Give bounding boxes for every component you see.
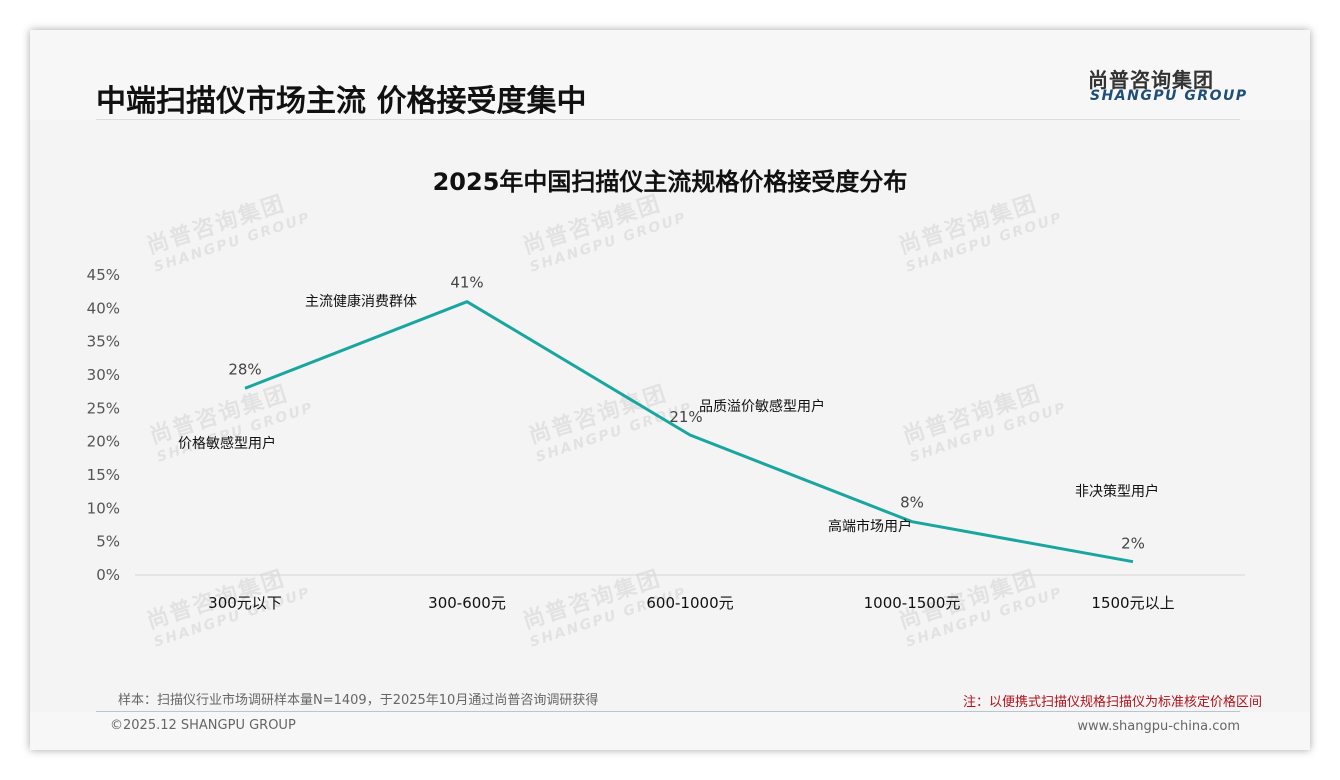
- header: [30, 30, 1310, 120]
- y-tick-label: 45%: [87, 266, 120, 284]
- logo-text-en: SHANGPU GROUP: [1090, 88, 1248, 104]
- segment-annotation: 非决策型用户: [1075, 483, 1159, 500]
- x-tick-label: 300元以下: [208, 594, 282, 612]
- y-tick-label: 10%: [87, 499, 120, 517]
- y-tick-label: 15%: [87, 466, 120, 484]
- data-label: 8%: [900, 494, 924, 512]
- y-tick-label: 30%: [87, 366, 120, 384]
- x-tick-label: 600-1000元: [646, 594, 733, 612]
- series-line: [244, 300, 1134, 564]
- copyright: ©2025.12 SHANGPU GROUP: [110, 718, 296, 733]
- segment-annotation: 主流健康消费群体: [305, 293, 417, 310]
- price-note: 注：以便携式扫描仪规格扫描仪为标准核定价格区间: [962, 695, 1262, 710]
- website-url: www.shangpu-china.com: [1077, 719, 1240, 734]
- y-tick-label: 5%: [96, 533, 120, 551]
- data-label: 21%: [669, 408, 702, 426]
- y-tick-label: 20%: [87, 433, 120, 451]
- data-label: 28%: [228, 360, 261, 378]
- footer-divider: [96, 711, 1240, 712]
- chart-title: 2025年中国扫描仪主流规格价格接受度分布: [432, 168, 908, 196]
- segment-annotation: 品质溢价敏感型用户: [699, 398, 825, 415]
- data-label: 41%: [450, 274, 483, 292]
- line-chart: 0% 5% 10% 15% 20% 25% 30% 35% 40% 45% 300元以下 300-60…: [87, 266, 1245, 612]
- sample-note: 样本：扫描仪行业市场调研样本量N=1409，于2025年10月通过尚普咨询调研获…: [118, 693, 599, 708]
- y-tick-label: 35%: [87, 333, 120, 351]
- page-title: 中端扫描仪市场主流 价格接受度集中: [96, 84, 587, 119]
- footer: [30, 712, 1310, 750]
- y-tick-label: 25%: [87, 399, 120, 417]
- header-divider: [96, 119, 1240, 120]
- x-tick-label: 1000-1500元: [864, 594, 961, 612]
- segment-annotation: 价格敏感型用户: [178, 435, 276, 452]
- segment-annotation: 高端市场用户: [828, 518, 912, 535]
- y-tick-label: 40%: [87, 299, 120, 317]
- x-tick-label: 1500元以上: [1091, 594, 1174, 612]
- data-label: 2%: [1121, 535, 1145, 553]
- x-tick-label: 300-600元: [428, 594, 506, 612]
- logo-text-cn: 尚普咨询集团: [1088, 68, 1214, 92]
- slide: 中端扫描仪市场主流 价格接受度集中 尚普咨询集团 SHANGPU GROUP 尚…: [30, 30, 1310, 750]
- y-tick-label: 0%: [96, 566, 120, 584]
